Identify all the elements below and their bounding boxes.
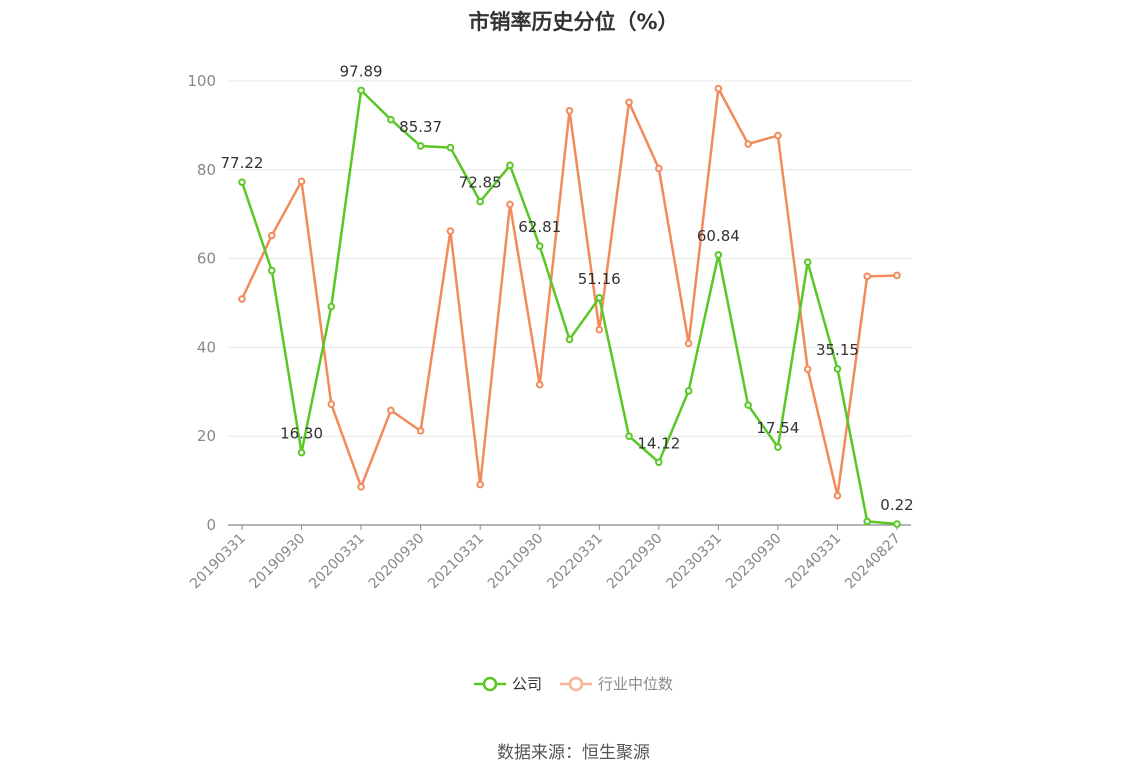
x-tick-label: 20220930 [604, 531, 666, 593]
data-point-company [803, 258, 812, 266]
data-point-company [774, 443, 782, 451]
data-point-industry [476, 480, 484, 489]
data-point-industry [357, 483, 365, 491]
legend-item-company[interactable]: 公司 [473, 673, 542, 694]
data-label: 16.30 [280, 425, 323, 443]
data-point-company [595, 294, 604, 302]
data-point-company [863, 517, 872, 526]
data-point-company [535, 242, 544, 250]
y-tick-label: 100 [187, 72, 216, 90]
data-point-industry [833, 491, 842, 500]
data-label: 62.81 [518, 218, 561, 236]
x-tick-label: 20230930 [723, 531, 785, 593]
legend-line-circle-icon [473, 676, 506, 691]
data-point-company [893, 520, 901, 528]
x-tick-label: 20240331 [783, 531, 845, 593]
data-point-industry [655, 164, 663, 173]
data-point-industry [893, 271, 901, 280]
data-point-company [327, 302, 336, 311]
data-point-company [357, 86, 365, 95]
x-tick-label: 20200930 [366, 531, 428, 593]
data-point-industry [297, 177, 306, 186]
data-point-company [297, 448, 306, 457]
data-labels: 77.22 16.30 97.89 85.37 72.85 62.81 51.16 14.12… [221, 62, 914, 514]
x-tick-label: 20230331 [663, 531, 725, 593]
data-point-industry [267, 231, 276, 240]
data-point-company [267, 266, 276, 275]
data-point-industry [774, 131, 782, 140]
data-point-industry [446, 227, 455, 235]
y-tick-label: 80 [197, 161, 216, 179]
data-point-industry [803, 365, 812, 373]
x-tick-label: 20240827 [842, 531, 904, 593]
data-point-company [833, 365, 842, 373]
data-point-industry [506, 200, 514, 209]
data-point-industry [387, 406, 395, 415]
data-point-company [744, 401, 752, 409]
x-tick-label: 20190331 [187, 531, 249, 593]
data-point-industry [863, 272, 872, 281]
data-point-industry [684, 339, 693, 348]
data-point-industry [565, 106, 574, 115]
data-point-company [625, 432, 633, 441]
data-label: 17.54 [756, 419, 799, 437]
data-label: 72.85 [459, 174, 502, 192]
data-label: 0.22 [880, 496, 913, 514]
x-tick-label: 20200331 [306, 531, 368, 593]
data-point-industry [714, 84, 723, 93]
data-point-company [714, 251, 723, 259]
data-label: 14.12 [637, 434, 680, 452]
x-tick-label: 20210930 [485, 531, 547, 593]
data-label: 60.84 [697, 227, 740, 245]
data-point-industry [625, 98, 633, 107]
data-point-company [684, 387, 693, 395]
data-label: 97.89 [340, 62, 383, 80]
data-point-company [565, 335, 574, 344]
data-label: 85.37 [399, 118, 442, 136]
legend: 公司 行业中位数 [0, 673, 1147, 694]
y-tick-label: 60 [197, 250, 216, 268]
data-label: 35.15 [816, 341, 859, 359]
data-point-company [387, 115, 395, 124]
legend-item-industry[interactable]: 行业中位数 [560, 673, 673, 694]
legend-label-industry: 行业中位数 [598, 675, 674, 693]
y-tick-label: 20 [197, 427, 216, 445]
y-tick-label: 40 [197, 338, 216, 356]
x-tick-label: 20220331 [544, 531, 606, 593]
data-point-company [446, 143, 455, 152]
data-label: 77.22 [221, 154, 264, 172]
data-point-industry [595, 325, 604, 334]
data-point-company [476, 197, 484, 206]
data-point-industry [238, 295, 246, 303]
data-point-company [416, 142, 425, 150]
x-tick-label: 20190930 [247, 531, 309, 593]
data-point-industry [535, 380, 544, 389]
x-tick-label: 20210331 [425, 531, 487, 593]
data-point-industry [416, 427, 425, 435]
legend-line-circle-icon [560, 676, 592, 691]
data-point-industry [744, 140, 752, 148]
data-point-industry [327, 400, 336, 409]
data-point-company [655, 458, 663, 467]
source-note: 数据来源：恒生聚源 [497, 743, 650, 763]
chart-title: 市销率历史分位（%） [468, 10, 679, 34]
y-tick-label: 0 [206, 516, 216, 534]
legend-label-company: 公司 [511, 675, 542, 693]
data-point-company [238, 178, 246, 186]
series [238, 84, 901, 528]
data-label: 51.16 [578, 270, 621, 288]
data-point-company [506, 161, 514, 170]
